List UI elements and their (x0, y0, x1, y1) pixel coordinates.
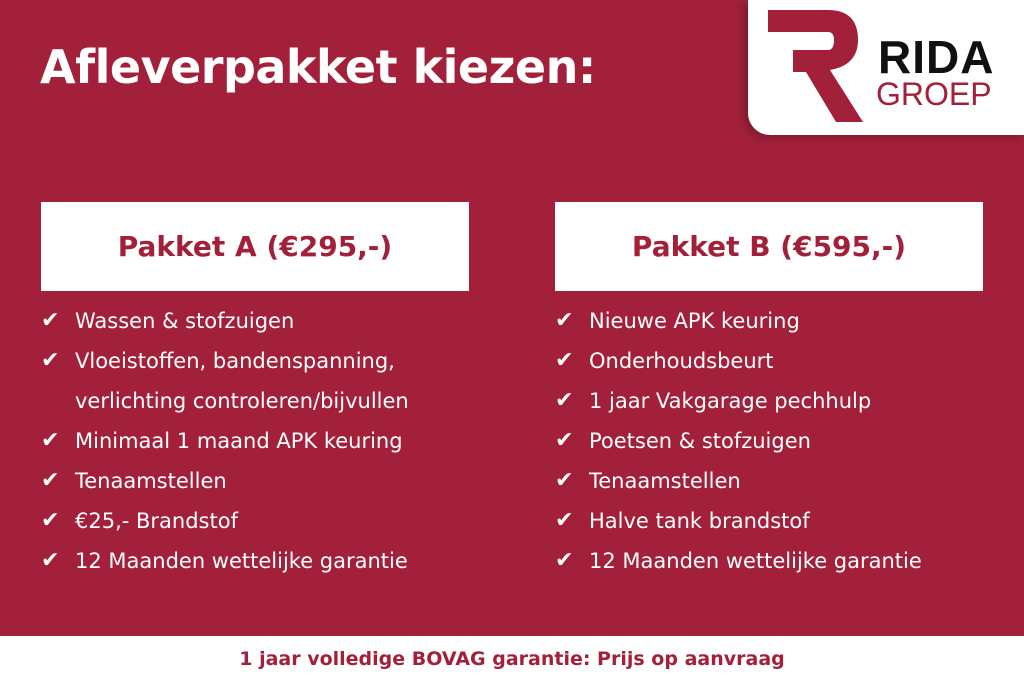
list-item: ✔ Vloeistoffen, bandenspanning, verlichti… (41, 341, 469, 421)
list-item-text: Halve tank brandstof (589, 509, 810, 533)
list-item-text: Poetsen & stofzuigen (589, 429, 811, 453)
list-item-text: Nieuwe APK keuring (589, 309, 800, 333)
check-icon: ✔ (555, 348, 574, 373)
r-logo-icon (768, 10, 863, 122)
package-b-title: Pakket B (€595,-) (631, 230, 907, 263)
check-icon: ✔ (555, 468, 574, 493)
check-icon: ✔ (555, 548, 574, 573)
list-item: ✔ Halve tank brandstof (555, 501, 983, 541)
logo-rida: RIDA (878, 31, 995, 83)
check-icon: ✔ (555, 508, 574, 533)
package-a-list: ✔ Wassen & stofzuigen ✔ Vloeistoffen, bande… (41, 301, 469, 581)
check-icon: ✔ (41, 308, 60, 333)
page-title: Afleverpakket kiezen: (40, 40, 596, 94)
list-item: ✔ €25,- Brandstof (41, 501, 469, 541)
list-item: ✔ Poetsen & stofzuigen (555, 421, 983, 461)
list-item-text: Wassen & stofzuigen (75, 309, 295, 333)
list-item-text: 12 Maanden wettelijke garantie (75, 549, 408, 573)
list-item: ✔ Tenaamstellen (41, 461, 469, 501)
rida-groep-logo: RIDA GROEP (748, 0, 1024, 135)
check-icon: ✔ (555, 308, 574, 333)
list-item: ✔ 1 jaar Vakgarage pechhulp (555, 381, 983, 421)
package-a-title: Pakket A (€295,-) (117, 230, 393, 263)
check-icon: ✔ (41, 348, 60, 373)
list-item: ✔ Nieuwe APK keuring (555, 301, 983, 341)
list-item-text: Tenaamstellen (589, 469, 741, 493)
check-icon: ✔ (41, 548, 60, 573)
list-item-text: Tenaamstellen (75, 469, 227, 493)
list-item-text: 12 Maanden wettelijke garantie (589, 549, 922, 573)
list-item: ✔ Minimaal 1 maand APK keuring (41, 421, 469, 461)
package-b-list: ✔ Nieuwe APK keuring ✔ Onderhoudsbeurt ✔ 1 ja… (555, 301, 983, 581)
check-icon: ✔ (41, 428, 60, 453)
footer-banner: 1 jaar volledige BOVAG garantie: Prijs o… (0, 636, 1024, 682)
list-item: ✔ Tenaamstellen (555, 461, 983, 501)
list-item-text: Minimaal 1 maand APK keuring (75, 429, 403, 453)
check-icon: ✔ (41, 468, 60, 493)
check-icon: ✔ (41, 508, 60, 533)
package-b-header: Pakket B (€595,-) (555, 202, 983, 291)
list-item-text: 1 jaar Vakgarage pechhulp (589, 389, 872, 413)
package-b: Pakket B (€595,-) ✔ Nieuwe APK keuring ✔ On… (555, 202, 983, 581)
list-item-text: €25,- Brandstof (75, 509, 238, 533)
list-item-text: Vloeistoffen, bandenspanning, verlichtin… (75, 349, 409, 413)
check-icon: ✔ (555, 388, 574, 413)
check-icon: ✔ (555, 428, 574, 453)
package-a: Pakket A (€295,-) ✔ Wassen & stofzuigen ✔ V… (41, 202, 469, 581)
footer-text: 1 jaar volledige BOVAG garantie: Prijs o… (239, 648, 785, 670)
package-a-header: Pakket A (€295,-) (41, 202, 469, 291)
logo-groep: GROEP (876, 76, 992, 112)
list-item: ✔ Wassen & stofzuigen (41, 301, 469, 341)
list-item-text: Onderhoudsbeurt (589, 349, 774, 373)
list-item: ✔ Onderhoudsbeurt (555, 341, 983, 381)
list-item: ✔ 12 Maanden wettelijke garantie (41, 541, 469, 581)
list-item: ✔ 12 Maanden wettelijke garantie (555, 541, 983, 581)
